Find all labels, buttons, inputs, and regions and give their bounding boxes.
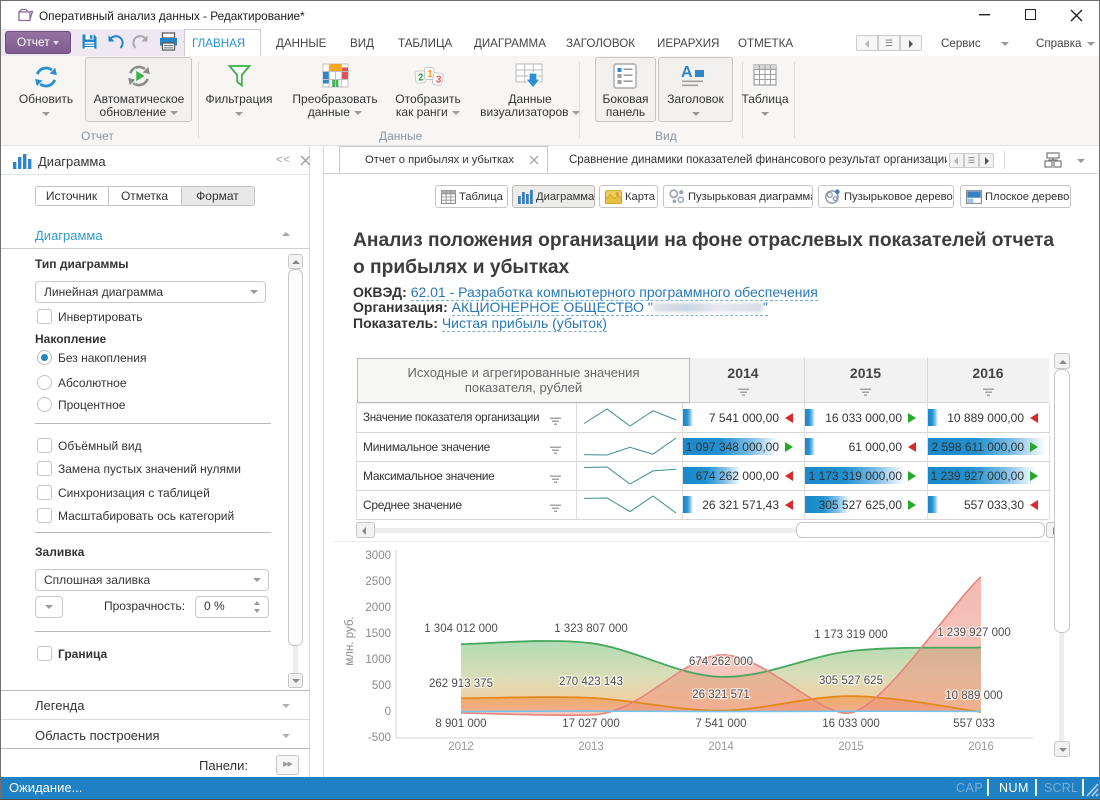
svg-text:1000: 1000 [365,654,391,666]
svg-text:10 889 000: 10 889 000 [945,690,1003,702]
svg-text:0: 0 [385,706,391,718]
svg-text:2012: 2012 [448,741,474,753]
svg-text:млн. руб.: млн. руб. [344,616,356,665]
svg-text:2015: 2015 [838,741,864,753]
svg-text:-500: -500 [368,732,391,744]
svg-text:7 541 000: 7 541 000 [695,718,746,730]
svg-text:270 423 143: 270 423 143 [559,676,623,688]
svg-text:1 239 927 000: 1 239 927 000 [937,627,1011,639]
svg-text:1 323 807 000: 1 323 807 000 [554,623,628,635]
svg-text:17 027 000: 17 027 000 [562,718,620,730]
svg-text:262 913 375: 262 913 375 [429,678,493,690]
svg-text:A: A [681,64,693,81]
svg-text:2500: 2500 [365,576,391,588]
svg-text:8 901 000: 8 901 000 [435,718,486,730]
svg-text:674 262 000: 674 262 000 [689,656,753,668]
svg-text:2014: 2014 [708,741,734,753]
svg-text:1500: 1500 [365,628,391,640]
svg-text:16 033 000: 16 033 000 [822,718,880,730]
svg-text:2013: 2013 [578,741,604,753]
svg-text:3: 3 [435,74,442,86]
svg-text:2: 2 [418,72,425,84]
svg-text:1: 1 [427,69,433,80]
svg-text:1 304 012 000: 1 304 012 000 [424,623,498,635]
svg-text:2016: 2016 [968,741,994,753]
svg-text:557 033: 557 033 [953,718,995,730]
svg-text:3000: 3000 [365,550,391,562]
svg-text:1 173 319 000: 1 173 319 000 [814,629,888,641]
svg-text:26 321 571: 26 321 571 [692,689,750,701]
svg-text:2000: 2000 [365,602,391,614]
svg-text:305 527 625: 305 527 625 [819,675,883,687]
svg-text:500: 500 [372,680,391,692]
